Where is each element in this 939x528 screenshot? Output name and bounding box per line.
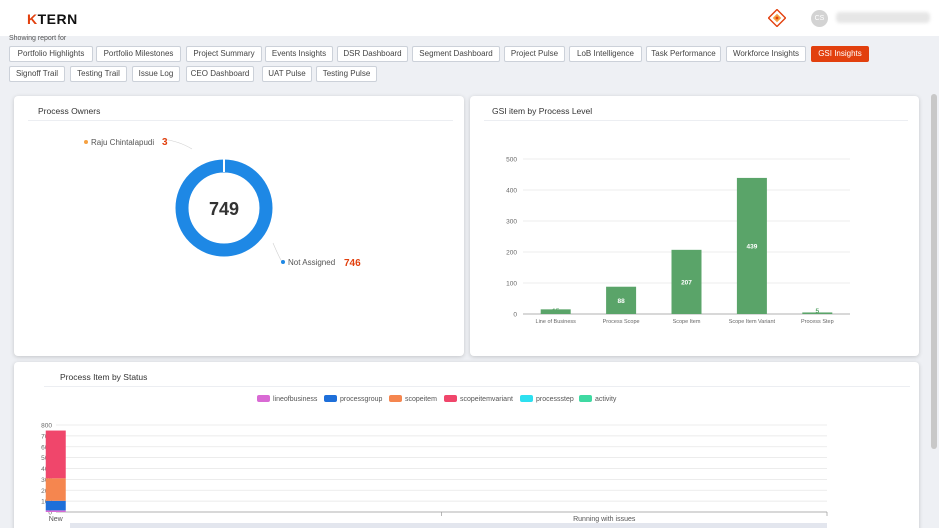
gsi-bar[interactable]: [802, 312, 833, 314]
card-title-divider: [44, 386, 910, 387]
legend-dot-owner-2: [281, 260, 285, 264]
status-bar-segment-scopeitem[interactable]: [45, 478, 66, 501]
gsi-bar-value-label: 15: [552, 308, 560, 315]
legend-label-activity: activity: [595, 396, 617, 403]
owner-count-2: 746: [344, 258, 361, 269]
tab-portfolio-milestones[interactable]: Portfolio Milestones: [96, 46, 181, 62]
gsi-x-tick-label: Process Scope: [603, 319, 640, 325]
gsi-process-level-card: GSI item by Process Level 0 100 200 300 400 5…: [470, 96, 919, 356]
user-name-blurred: [836, 12, 930, 23]
card-title-divider: [484, 120, 908, 121]
status-y-tick-label: 0: [48, 510, 52, 517]
process-owners-title: Process Owners: [38, 106, 101, 116]
tab-issue-log[interactable]: Issue Log: [132, 66, 180, 82]
gsi-bar-value-label: 88: [617, 298, 625, 305]
legend-dot-owner-1: [84, 140, 88, 144]
legend-swatch[interactable]: [520, 395, 533, 402]
top-bar: KTERN CS: [0, 0, 939, 36]
process-owners-card: Process Owners 749 Raju Chintalapudi 3 N…: [14, 96, 464, 356]
gsi-bar-value-label: 439: [746, 243, 757, 250]
gsi-x-tick-label: Line of Business: [536, 319, 577, 325]
gsi-bar[interactable]: [606, 286, 637, 314]
gsi-bar[interactable]: [540, 309, 571, 314]
tab-testing-trail[interactable]: Testing Trail: [70, 66, 127, 82]
gsi-bar-chart: 0 100 200 300 400 500 15 Line of Business 88 Proc…: [506, 157, 850, 325]
status-y-tick-label: 800: [41, 423, 52, 430]
ktern-logo[interactable]: KTERN: [27, 11, 78, 27]
gsi-y-tick-label: 300: [506, 219, 517, 226]
ktern-diamond-icon[interactable]: [768, 9, 786, 27]
page-scrollbar[interactable]: [931, 94, 937, 449]
gsi-y-tick-label: 100: [506, 281, 517, 288]
tab-dsr-dashboard[interactable]: DSR Dashboard: [337, 46, 408, 62]
legend-swatch[interactable]: [389, 395, 402, 402]
gsi-bar[interactable]: [736, 177, 767, 314]
legend-label-lineofbusiness: lineofbusiness: [273, 396, 318, 403]
tab-project-summary[interactable]: Project Summary: [186, 46, 262, 62]
tab-task-performance[interactable]: Task Performance: [646, 46, 721, 62]
owner-name-2: Not Assigned: [288, 258, 335, 267]
gsi-x-tick-label: Scope Item: [673, 319, 701, 325]
status-stacked-bar-chart: lineofbusiness processgroup scopeitem scope…: [41, 395, 828, 528]
tab-ceo-dashboard[interactable]: CEO Dashboard: [186, 66, 254, 82]
process-item-status-title: Process Item by Status: [60, 372, 148, 382]
tab-lob-intelligence[interactable]: LoB Intelligence: [569, 46, 642, 62]
legend-label-scopeitemvariant: scopeitemvariant: [460, 396, 513, 403]
status-bar-segment-processgroup[interactable]: [45, 500, 66, 511]
legend-swatch[interactable]: [324, 395, 337, 402]
gsi-y-tick-label: 200: [506, 250, 517, 257]
status-x-tick-label: New: [49, 516, 64, 523]
gsi-process-level-title: GSI item by Process Level: [492, 106, 593, 116]
tab-signoff-trail[interactable]: Signoff Trail: [9, 66, 65, 82]
legend-swatch[interactable]: [579, 395, 592, 402]
legend-swatch[interactable]: [257, 395, 270, 402]
tab-testing-pulse[interactable]: Testing Pulse: [316, 66, 377, 82]
tab-segment-dashboard[interactable]: Segment Dashboard: [412, 46, 500, 62]
gsi-y-tick-label: 400: [506, 188, 517, 195]
donut-total: 749: [209, 199, 239, 219]
legend-label-processstep: processstep: [536, 396, 574, 403]
avatar[interactable]: CS: [811, 10, 828, 27]
gsi-y-tick-label: 500: [506, 157, 517, 164]
gsi-bar[interactable]: [671, 249, 702, 314]
status-x-tick-label: Running with issues: [573, 516, 636, 523]
process-item-status-card: Process Item by Status lineofbusiness pro…: [14, 362, 919, 528]
gsi-bar-value-label: 5: [815, 308, 819, 315]
status-bar-segment-scopeitemvariant[interactable]: [45, 430, 66, 479]
status-bar-segment-lineofbusiness[interactable]: [45, 510, 66, 512]
legend-swatch[interactable]: [444, 395, 457, 402]
legend-label-scopeitem: scopeitem: [405, 396, 437, 403]
status-zoom-slider[interactable]: [70, 523, 827, 528]
gsi-x-tick-label: Process Step: [801, 319, 834, 325]
gsi-y-tick-label: 0: [513, 312, 517, 319]
owner-count-1: 3: [162, 137, 168, 148]
tab-gsi-insights[interactable]: GSI Insights: [811, 46, 869, 62]
legend-label-processgroup: processgroup: [340, 396, 383, 403]
gsi-bar-value-label: 207: [681, 279, 692, 286]
tab-uat-pulse[interactable]: UAT Pulse: [262, 66, 312, 82]
tab-project-pulse[interactable]: Project Pulse: [504, 46, 565, 62]
process-owners-donut-chart: 749 Raju Chintalapudi 3 Not Assigned 746: [84, 137, 361, 269]
owner-name-1: Raju Chintalapudi: [91, 138, 154, 147]
card-title-divider: [28, 120, 453, 121]
tab-workforce-insights[interactable]: Workforce Insights: [726, 46, 806, 62]
showing-report-label: Showing report for: [9, 35, 67, 42]
gsi-x-tick-label: Scope Item Variant: [729, 319, 776, 325]
tab-portfolio-highlights[interactable]: Portfolio Highlights: [9, 46, 93, 62]
tab-events-insights[interactable]: Events Insights: [265, 46, 333, 62]
